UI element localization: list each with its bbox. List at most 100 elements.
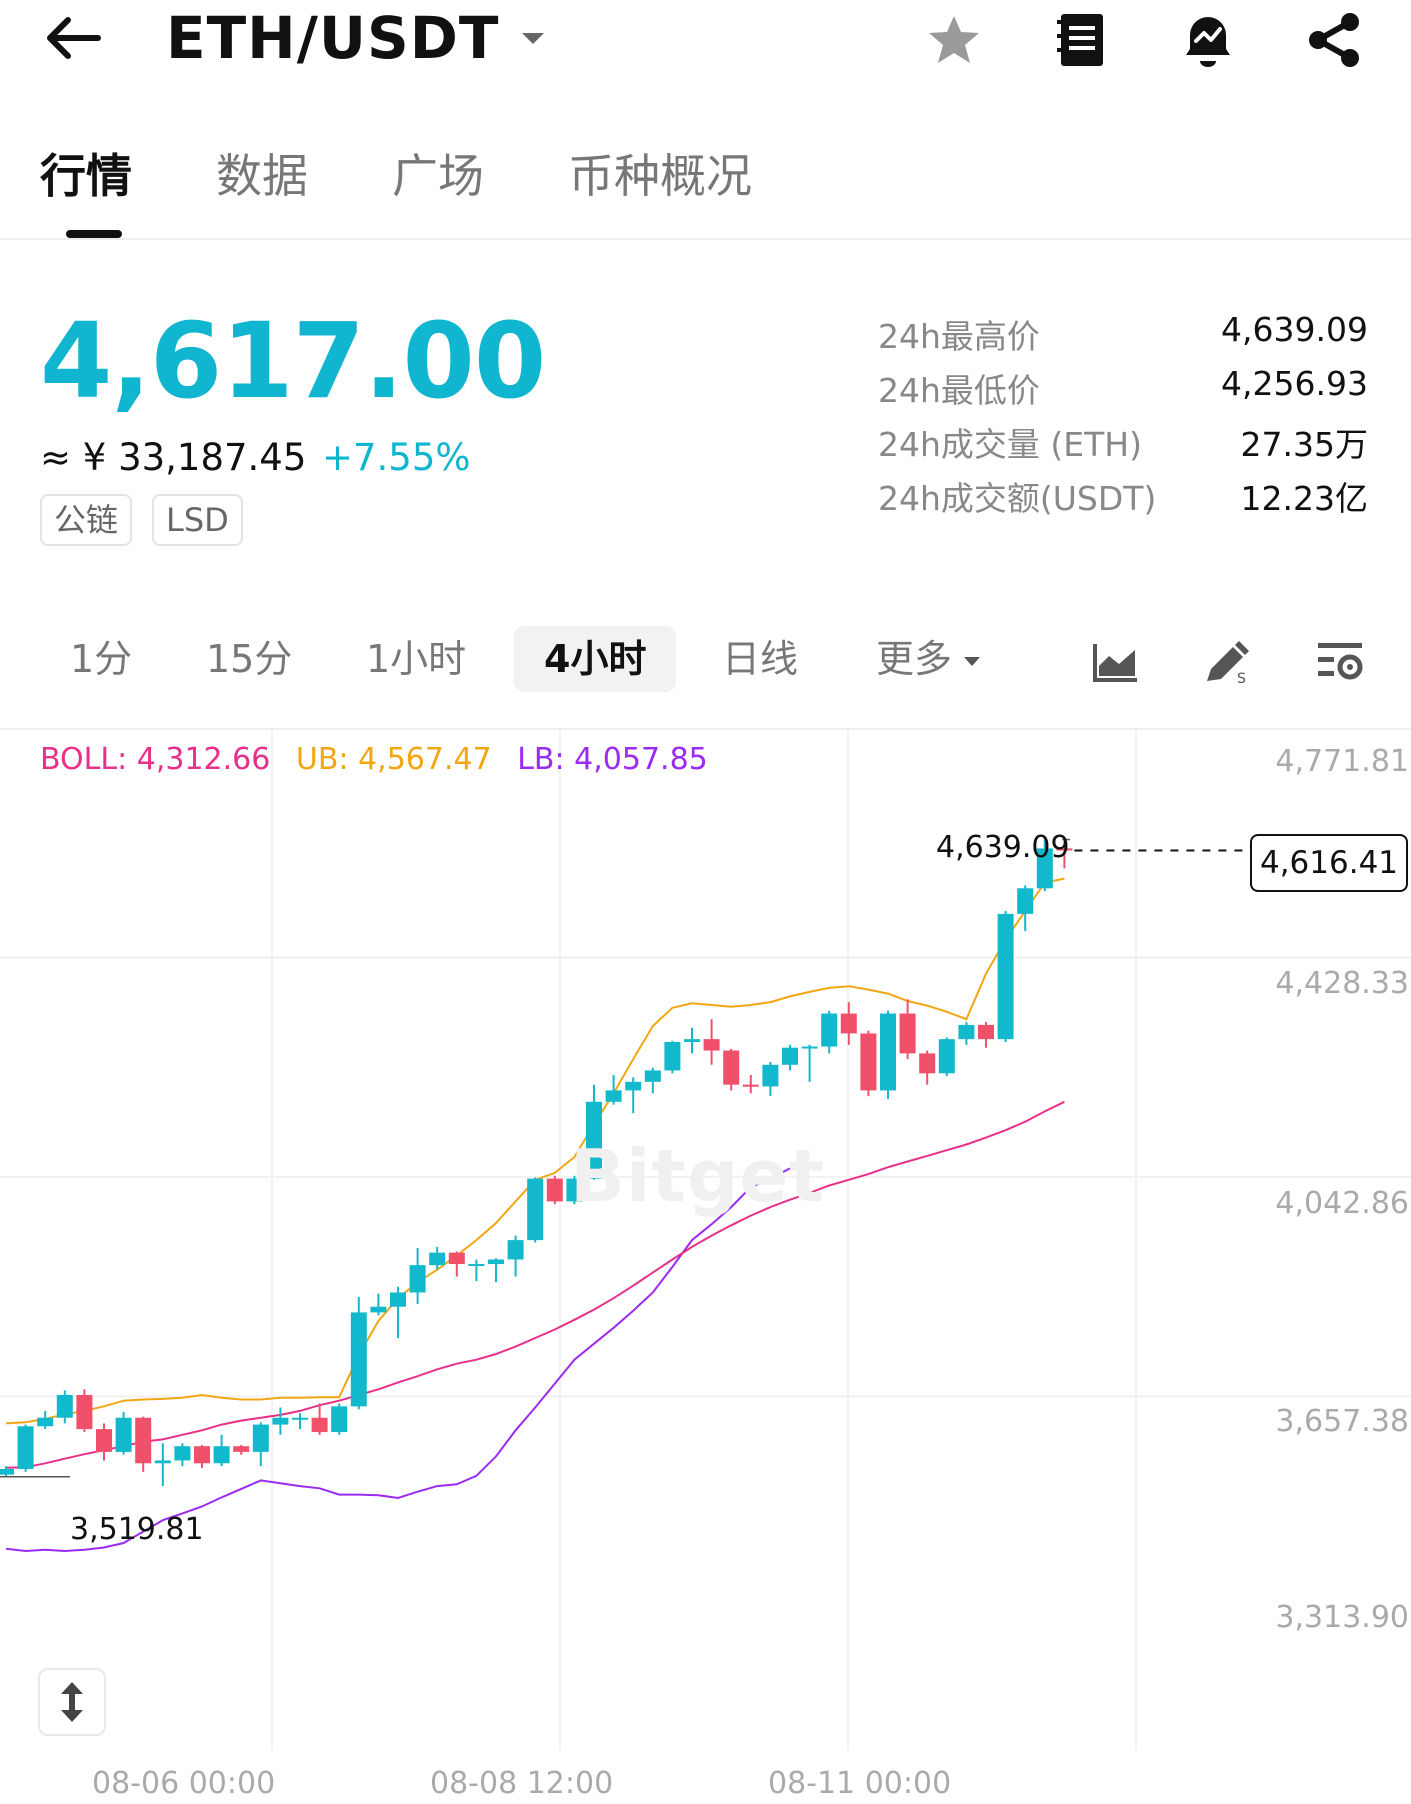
- boll-lower-band-line: [5, 1167, 791, 1553]
- stat-row: 24h成交额(USDT) 12.23亿: [878, 472, 1368, 526]
- last-price-tag[interactable]: 4,616.41: [1250, 834, 1408, 892]
- bitget-watermark: Bitget: [570, 1134, 825, 1218]
- candle-up: [625, 1081, 642, 1091]
- notebook-icon[interactable]: [1052, 10, 1112, 70]
- alert-bell-icon[interactable]: [1178, 10, 1238, 70]
- price-change: +7.55%: [322, 436, 471, 479]
- candle-up: [56, 1394, 73, 1418]
- candle-up: [331, 1406, 348, 1432]
- candle-up: [37, 1417, 54, 1427]
- tag-public-chain[interactable]: 公链: [40, 494, 133, 546]
- top-bar: ETH/USDT: [0, 0, 1411, 80]
- interval-4h[interactable]: 4小时: [514, 626, 677, 692]
- stat-value: 4,256.93: [1221, 364, 1368, 403]
- candle-down: [919, 1053, 936, 1074]
- tab-data[interactable]: 数据: [216, 149, 308, 203]
- candle-up: [370, 1306, 387, 1313]
- boll-middle-band-line: [5, 1100, 1065, 1469]
- low-marker-label: 3,519.81: [70, 1512, 204, 1547]
- candle-up: [115, 1417, 132, 1452]
- y-axis-label: 4,771.81: [1275, 744, 1409, 779]
- interval-15m[interactable]: 15分: [206, 637, 293, 681]
- stat-value: 12.23亿: [1240, 479, 1368, 518]
- tab-coin-overview[interactable]: 币种概况: [568, 149, 752, 203]
- candle-up: [154, 1460, 171, 1464]
- stat-label: 24h成交额(USDT): [878, 479, 1157, 518]
- stats-panel: 24h最高价 4,639.09 24h最低价 4,256.93 24h成交量 (…: [878, 310, 1368, 526]
- candle-up: [390, 1292, 406, 1307]
- main-tabs: 行情 数据 广场 币种概况: [0, 140, 1411, 240]
- candle-down: [840, 1013, 857, 1034]
- stat-label: 24h最低价: [878, 371, 1040, 410]
- draw-tool-icon[interactable]: S: [1200, 634, 1256, 690]
- candle-down: [703, 1039, 720, 1051]
- stat-row: 24h最高价 4,639.09: [878, 310, 1368, 364]
- candle-up: [507, 1240, 524, 1260]
- candle-up: [566, 1178, 583, 1202]
- candle-up: [664, 1041, 681, 1071]
- indicator-settings-icon[interactable]: [1312, 634, 1368, 690]
- boll-legend: BOLL: 4,312.66 UB: 4,567.47 LB: 4,057.85: [40, 742, 724, 777]
- candle-down: [194, 1446, 210, 1464]
- scale-toggle-button[interactable]: [38, 1668, 106, 1736]
- pair-selector[interactable]: ETH/USDT: [166, 4, 544, 72]
- candle-up: [350, 1312, 367, 1407]
- interval-1h[interactable]: 1小时: [366, 637, 467, 681]
- tag-lsd[interactable]: LSD: [152, 494, 243, 546]
- boll-upper-band-line: [5, 877, 1065, 1425]
- candle-up: [174, 1446, 191, 1461]
- candle-up: [762, 1064, 779, 1087]
- candle-up: [17, 1426, 34, 1469]
- interval-more-label: 更多: [876, 637, 953, 681]
- candle-down: [742, 1084, 759, 1087]
- candle-up: [801, 1046, 818, 1049]
- chart-type-icon[interactable]: [1088, 634, 1144, 690]
- interval-more[interactable]: 更多: [876, 626, 981, 692]
- interval-1m[interactable]: 1分: [70, 637, 133, 681]
- candle-up: [938, 1039, 955, 1074]
- candle-up: [213, 1446, 230, 1464]
- ub-value: UB: 4,567.47: [295, 742, 492, 777]
- back-arrow-icon[interactable]: [46, 10, 106, 66]
- candle-down: [448, 1252, 465, 1265]
- svg-text:S: S: [1237, 671, 1246, 685]
- candle-down: [135, 1417, 152, 1464]
- tab-square[interactable]: 广场: [392, 149, 484, 203]
- candle-down: [1056, 848, 1073, 851]
- candle-up: [684, 1039, 700, 1042]
- stat-label: 24h最高价: [878, 317, 1040, 356]
- stat-value: 27.35万: [1240, 425, 1368, 464]
- candle-up: [644, 1070, 661, 1082]
- candle-down: [76, 1394, 93, 1430]
- candle-up: [292, 1417, 308, 1420]
- share-icon[interactable]: [1304, 10, 1364, 70]
- candle-up: [409, 1265, 426, 1293]
- star-icon[interactable]: [924, 10, 984, 70]
- x-axis-label: 08-11 00:00: [768, 1766, 952, 1801]
- y-axis-label: 3,657.38: [1275, 1404, 1409, 1439]
- candle-up: [488, 1259, 504, 1265]
- candle-down: [978, 1024, 994, 1040]
- interval-bar: 1分 15分 1小时 4小时 日线 更多 S: [0, 616, 1411, 702]
- candle-up: [1017, 888, 1034, 914]
- candle-up: [468, 1264, 485, 1267]
- candle-down: [723, 1050, 740, 1085]
- x-axis-label: 08-06 00:00: [92, 1766, 276, 1801]
- candle-down: [311, 1417, 328, 1432]
- x-axis-label: 08-08 12:00: [430, 1766, 614, 1801]
- cny-price: ≈ ¥ 33,187.45: [40, 436, 307, 479]
- candle-up: [272, 1417, 289, 1425]
- chevron-down-icon: [964, 657, 981, 666]
- high-marker-label: 4,639.09: [936, 830, 1070, 865]
- candle-up: [527, 1178, 544, 1241]
- boll-value: BOLL: 4,312.66: [40, 742, 271, 777]
- tab-market[interactable]: 行情: [40, 149, 132, 203]
- chevron-down-icon: [521, 32, 544, 44]
- candle-up: [0, 1468, 14, 1475]
- candle-down: [899, 1013, 916, 1054]
- kline-canvas[interactable]: [0, 730, 1411, 1804]
- candle-down: [96, 1429, 112, 1452]
- interval-1d[interactable]: 日线: [722, 637, 799, 681]
- kline-chart[interactable]: Bitget BOLL: 4,312.66 UB: 4,567.47 LB: 4…: [0, 728, 1411, 1804]
- candle-up: [782, 1047, 798, 1065]
